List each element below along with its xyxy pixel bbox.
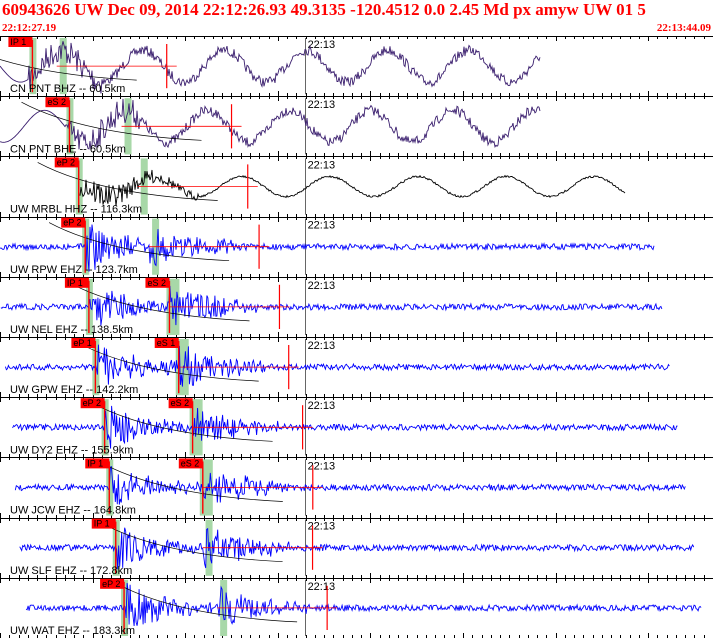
row-divider — [0, 91, 713, 101]
waveform — [0, 224, 655, 272]
waveform — [0, 98, 541, 151]
pick-label: eS 1 — [157, 338, 176, 348]
minute-label: 22:13 — [308, 99, 336, 111]
row-divider — [0, 452, 713, 462]
pick-label: eP 2 — [63, 218, 81, 228]
trace-label: CN PNT BHE -- 60.5km — [10, 143, 126, 155]
trace-row: 22:13 eP 2 UW WAT EHZ -- 183.3km — [10, 578, 702, 637]
start-time: 22:12:27.19 — [2, 22, 57, 34]
pick-flag — [178, 458, 203, 469]
pick-flag — [64, 277, 89, 288]
arrival-curve — [92, 402, 273, 442]
trace-row: 22:13 eP 2 UW RPW EHZ -- 123.7km — [0, 217, 655, 276]
trace-label: UW MRBL HHZ -- 116.3km — [10, 204, 142, 216]
row-divider — [0, 272, 713, 282]
trace-row: 22:13 eS 2 CN PNT BHE -- 60.5km — [0, 97, 541, 155]
row-divider — [0, 513, 713, 523]
trace-row: 22:13 eP 1 eS 1 UW GPW EHZ -- 142.2km — [4, 338, 670, 396]
seismogram-panel: 22:13 IP 1 CN PNT BHZ -- 60.5km 22:13 eS 2 CN… — [0, 36, 713, 638]
arrival-curve — [102, 463, 283, 502]
arrival-curve — [37, 162, 218, 201]
trace-label: UW RPW EHZ -- 123.7km — [10, 264, 138, 276]
pick-label: eP 2 — [83, 398, 101, 408]
pick-label: eS 2 — [147, 278, 166, 288]
row-divider — [0, 573, 713, 583]
arrival-curve — [116, 583, 298, 623]
minute-label: 22:13 — [308, 460, 336, 472]
pick-flag — [168, 398, 193, 409]
arrival-curve — [48, 222, 230, 262]
row-divider — [0, 36, 713, 41]
arrival-curve — [102, 523, 283, 563]
waveform — [14, 465, 686, 505]
pick-flag — [154, 338, 179, 348]
pick-flag — [80, 398, 105, 409]
minute-label: 22:13 — [308, 340, 336, 352]
trace-label: UW SLF EHZ -- 172.8km — [10, 565, 132, 577]
arrival-curve — [78, 342, 259, 382]
minute-label: 22:13 — [308, 220, 336, 232]
trace-row: 22:13 eP 2 eS 2 UW DY2 EHZ -- 155.9km — [10, 398, 678, 456]
waveform — [4, 344, 670, 387]
minute-label: 22:13 — [308, 159, 336, 171]
minute-label: 22:13 — [308, 280, 336, 292]
trace-label: UW WAT EHZ -- 183.3km — [10, 625, 135, 637]
minute-label: 22:13 — [308, 39, 336, 51]
waveform — [25, 582, 702, 627]
trace-label: UW JCW EHZ -- 164.8km — [10, 505, 136, 517]
trace-label: UW DY2 EHZ -- 155.9km — [10, 444, 133, 456]
waveform — [19, 527, 695, 570]
pick-flag — [145, 277, 170, 288]
pick-label: IP 1 — [94, 519, 110, 529]
row-divider — [0, 392, 713, 402]
pick-flag — [61, 217, 86, 228]
trace-label: CN PNT BHZ -- 60.5km — [10, 83, 125, 95]
pick-label: eS 2 — [171, 398, 190, 408]
pick-label: eS 2 — [181, 458, 200, 468]
trace-row: 22:13 IP 1 eS 2 UW NEL EHZ -- 138.5km — [0, 277, 663, 336]
trace-row: 22:13 IP 1 eS 2 UW JCW EHZ -- 164.8km — [10, 458, 686, 517]
trace-row: 22:13 eP 2 UW MRBL HHZ -- 116.3km — [10, 157, 626, 216]
pick-flag — [85, 458, 110, 469]
trace-row: 22:13 IP 1 CN PNT BHZ -- 60.5km — [0, 37, 541, 95]
pick-flag — [100, 578, 125, 589]
pick-label: IP 1 — [67, 278, 83, 288]
trace-row: 22:13 IP 1 UW SLF EHZ -- 172.8km — [10, 518, 695, 577]
pick-flag — [71, 338, 96, 348]
trace-label: UW GPW EHZ -- 142.2km — [10, 384, 138, 396]
header: 60943626 UW Dec 09, 2014 22:12:26.93 49.… — [0, 0, 713, 36]
minute-label: 22:13 — [308, 521, 336, 533]
pick-label: eP 1 — [73, 338, 91, 348]
pick-label: eP 2 — [102, 579, 120, 589]
event-title: 60943626 UW Dec 09, 2014 22:12:26.93 49.… — [2, 0, 646, 19]
waveform — [79, 169, 626, 206]
pick-label: IP 1 — [87, 458, 103, 468]
pick-label: IP 1 — [10, 37, 26, 47]
pick-flag — [91, 518, 116, 529]
waveform — [0, 285, 663, 326]
row-divider — [0, 212, 713, 222]
pick-flag — [54, 157, 79, 168]
pick-label: eS 2 — [47, 97, 66, 107]
pick-label: eP 2 — [57, 157, 75, 167]
minute-label: 22:13 — [308, 581, 336, 593]
arrival-curve — [69, 282, 250, 322]
arrival-curve — [21, 101, 202, 141]
end-time: 22:13:44.09 — [656, 22, 711, 34]
row-divider — [0, 151, 713, 161]
arrival-curve — [0, 59, 137, 81]
minute-label: 22:13 — [308, 400, 336, 412]
pick-flag — [8, 37, 33, 47]
trace-label: UW NEL EHZ -- 138.5km — [10, 324, 133, 336]
waveform — [12, 405, 678, 449]
pick-flag — [45, 97, 70, 108]
